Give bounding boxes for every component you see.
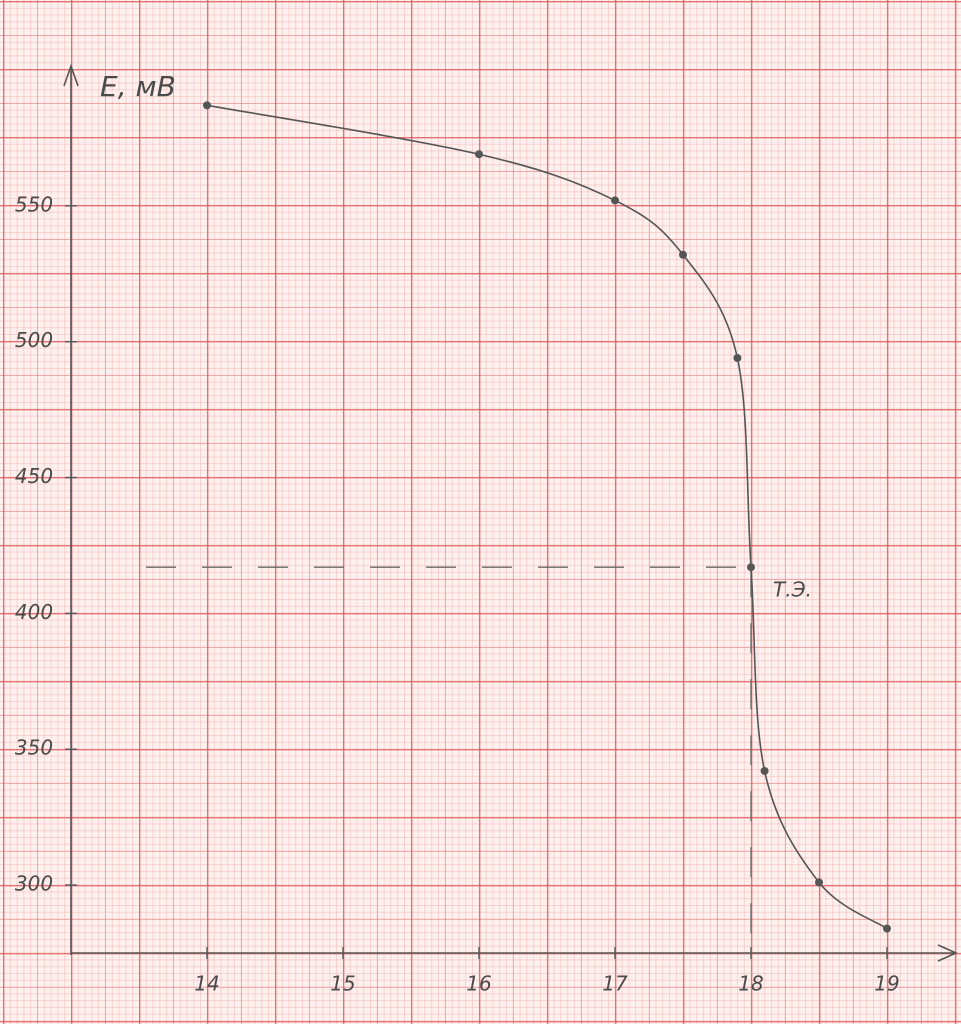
x-tick-label: 19 — [874, 972, 899, 996]
x-axis-arrow — [937, 944, 958, 962]
y-tick-label: 450 — [15, 464, 53, 488]
equivalence-label: Т.Э. — [773, 578, 812, 602]
y-axis-arrow — [63, 63, 79, 87]
x-tick-label: 14 — [194, 972, 219, 996]
x-tick-label: 17 — [602, 972, 628, 996]
y-axis-label: E, мВ — [100, 70, 176, 103]
point — [203, 101, 211, 110]
point — [883, 924, 891, 933]
y-tick-label: 500 — [15, 328, 53, 352]
y-tick-label: 400 — [15, 600, 53, 624]
y-tick-label: 300 — [15, 872, 53, 896]
point — [611, 196, 619, 205]
point — [475, 150, 483, 159]
point — [747, 563, 755, 572]
x-tick-label: 18 — [738, 972, 763, 996]
curve — [206, 104, 888, 930]
point — [733, 353, 742, 362]
point — [815, 878, 823, 887]
y-tick-label: 350 — [15, 736, 53, 760]
x-tick-label: 15 — [330, 972, 355, 996]
point — [760, 766, 769, 775]
x-tick-label: 16 — [466, 972, 491, 996]
point — [679, 250, 687, 259]
y-tick-label: 550 — [15, 192, 53, 216]
